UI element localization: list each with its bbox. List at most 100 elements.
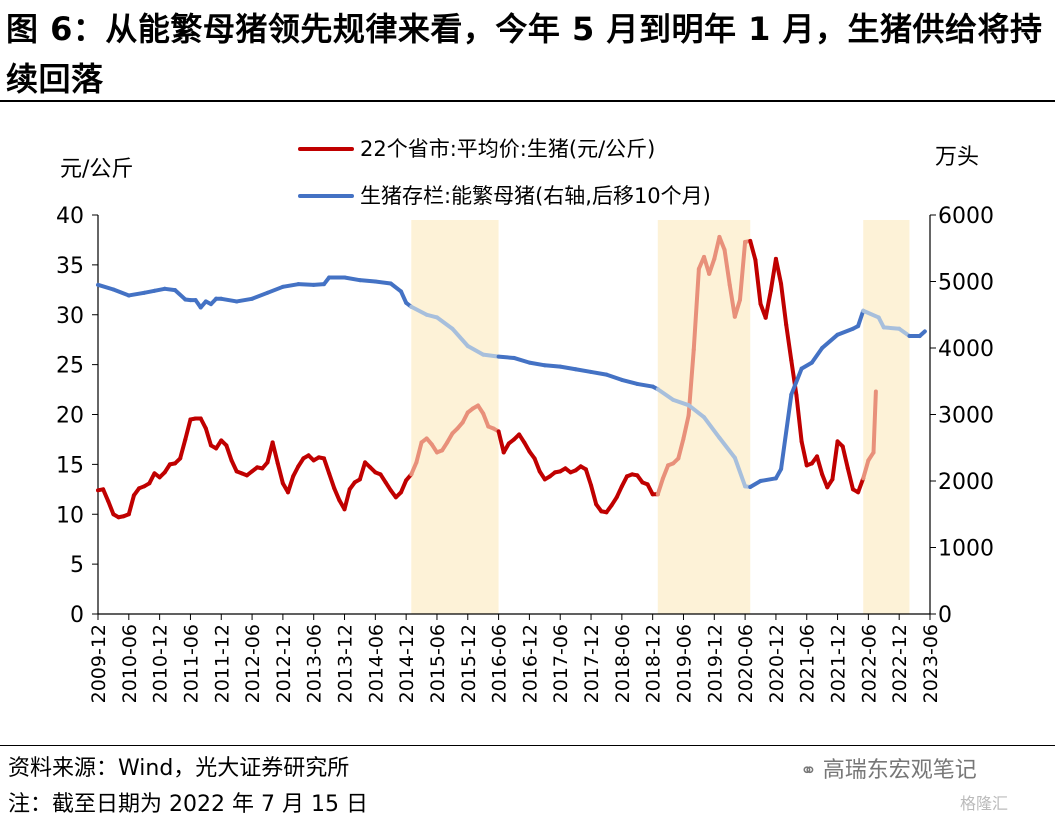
series-2-segment	[758, 476, 778, 483]
series-2-segment	[373, 279, 393, 286]
series-2-segment	[250, 290, 270, 301]
right-tick-label: 6000	[938, 204, 994, 229]
series-2-segment	[265, 284, 285, 295]
series-2-segment	[465, 344, 486, 357]
left-tick-label: 10	[56, 503, 84, 528]
series-1-segment	[861, 458, 871, 481]
x-tick-label: 2023-06	[920, 624, 942, 703]
series-1-segment	[101, 487, 111, 504]
x-tick-label: 2009-12	[88, 624, 110, 703]
right-tick-label: 4000	[938, 337, 994, 362]
series-1-segment	[717, 234, 727, 252]
left-tick-label: 0	[70, 603, 84, 628]
x-tick-label: 2010-06	[119, 624, 141, 703]
series-1-segment	[399, 478, 409, 495]
x-tick-label: 2016-12	[519, 624, 541, 703]
left-tick-label: 20	[56, 404, 84, 429]
x-tick-label: 2011-12	[211, 624, 233, 703]
left-tick-label: 35	[56, 254, 84, 279]
x-tick-label: 2021-12	[828, 624, 850, 703]
series-1-segment	[707, 256, 717, 276]
right-tick-label: 2000	[938, 470, 994, 495]
series-1-segment	[794, 393, 804, 444]
x-tick-label: 2017-06	[550, 624, 572, 703]
series-1-segment	[676, 436, 686, 461]
legend-label-2: 生猪存栏:能繁母猪(右轴,后移10个月)	[360, 184, 711, 208]
series-2-segment	[881, 325, 902, 331]
series-2-segment	[779, 392, 794, 472]
series-1-segment	[655, 476, 665, 497]
x-tick-label: 2020-06	[735, 624, 757, 703]
series-2-segment	[342, 275, 362, 283]
footer-divider	[0, 745, 1055, 746]
x-tick-label: 2011-06	[180, 624, 202, 703]
series-1-segment	[773, 256, 784, 286]
series-1-segment	[332, 486, 342, 503]
series-1-segment	[496, 429, 506, 455]
series-1-segment	[532, 456, 542, 474]
right-tick-label: 1000	[938, 537, 994, 562]
right-tick-label: 0	[938, 603, 952, 628]
x-tick-label: 2012-12	[273, 624, 295, 703]
series-1-segment	[614, 484, 624, 500]
series-2-segment	[917, 329, 927, 339]
series-1-segment	[830, 439, 840, 482]
series-1-segment	[270, 440, 280, 466]
series-2-segment	[717, 435, 737, 460]
series-2-segment	[573, 367, 594, 374]
series-1-segment	[815, 454, 825, 477]
series-1-segment	[126, 493, 136, 517]
date-note: 注：截至日期为 2022 年 7 月 15 日	[8, 792, 368, 817]
series-1-segment	[748, 238, 758, 262]
x-tick-label: 2013-06	[304, 624, 326, 703]
title-divider	[0, 100, 1055, 102]
series-1-segment	[712, 234, 722, 261]
series-1-segment	[660, 463, 671, 481]
series-1-segment	[583, 467, 594, 488]
series-2-segment	[450, 326, 470, 349]
x-tick-label: 2013-12	[335, 624, 357, 703]
series-2-segment	[861, 308, 881, 320]
series-2-segment	[399, 289, 409, 305]
x-tick-label: 2014-06	[365, 624, 387, 703]
series-1-segment	[589, 483, 599, 507]
x-tick-label: 2018-06	[612, 624, 634, 703]
series-2-segment	[296, 282, 316, 287]
series-2-segment	[702, 415, 722, 440]
legend-label-1: 22个省市:平均价:生猪(元/公斤)	[360, 137, 655, 161]
watermark: ⚭ 高瑞东宏观笔记	[800, 752, 977, 784]
series-2-segment	[111, 287, 131, 298]
series-1-segment	[737, 239, 748, 302]
series-2-segment	[388, 281, 404, 294]
series-1-segment	[481, 411, 491, 429]
series-2-segment	[280, 282, 301, 289]
series-2-segment	[856, 308, 866, 329]
series-2-segment	[496, 354, 516, 360]
series-2-segment	[655, 387, 676, 402]
series-2-segment	[96, 282, 116, 292]
series-1-segment	[856, 476, 866, 495]
right-tick-label: 3000	[938, 404, 994, 429]
series-2-segment	[789, 366, 804, 397]
x-tick-label: 2012-06	[242, 624, 264, 703]
series-2-segment	[219, 296, 239, 304]
series-2-segment	[732, 455, 748, 489]
series-1-segment	[342, 487, 352, 512]
series-1-segment	[357, 460, 368, 482]
series-1-segment	[327, 471, 337, 491]
series-1-segment	[203, 426, 213, 448]
left-axis-unit: 元/公斤	[60, 157, 133, 182]
series-2-segment	[173, 288, 188, 302]
series-2-segment	[619, 377, 640, 386]
left-tick-label: 40	[56, 204, 84, 229]
series-1-segment	[409, 460, 419, 477]
series-1-segment	[178, 437, 188, 461]
series-1-segment	[414, 440, 424, 465]
series-2-segment	[604, 372, 624, 382]
series-2-segment	[481, 352, 501, 359]
series-2-segment	[835, 326, 855, 337]
x-tick-label: 2021-06	[797, 624, 819, 703]
series-1-segment	[799, 439, 809, 468]
series-1-segment	[732, 297, 742, 319]
watermark-text: 高瑞东宏观笔记	[822, 758, 977, 783]
